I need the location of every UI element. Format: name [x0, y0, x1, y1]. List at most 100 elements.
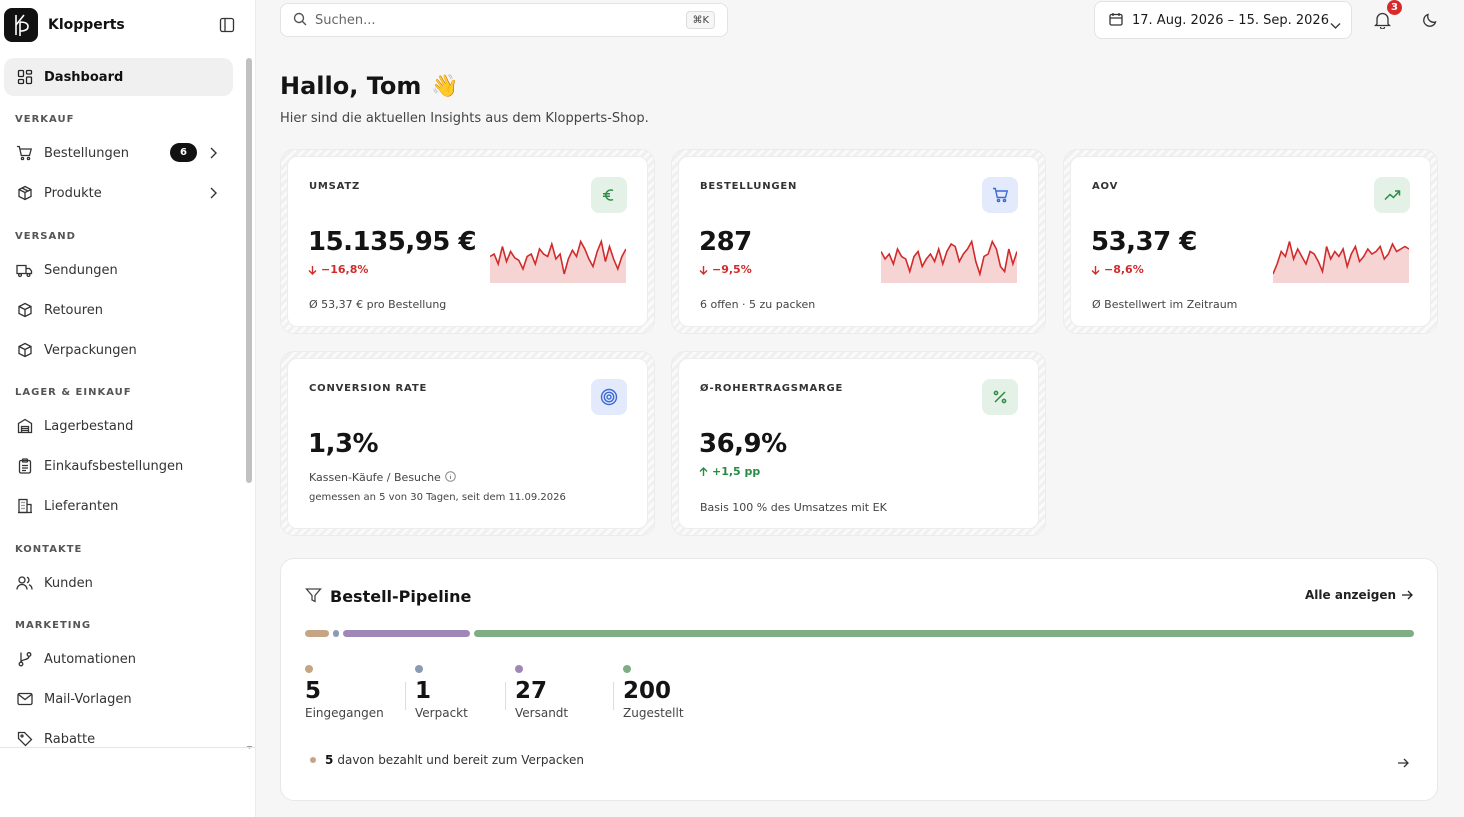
sidebar-scrollbar[interactable] [246, 58, 252, 483]
package-icon [16, 342, 33, 359]
sidebar-item-automations[interactable]: Automationen [4, 640, 233, 678]
kpi-delta-value: −16,8% [321, 263, 369, 276]
trending-up-icon [1374, 177, 1410, 213]
building-icon [16, 498, 33, 515]
pipeline-stage-delivered[interactable]: 200 Zugestellt [623, 665, 684, 720]
target-icon [591, 379, 627, 415]
sidebar-item-mail-templates[interactable]: Mail-Vorlagen [4, 680, 233, 718]
sidebar-item-purchase-orders[interactable]: Einkaufsbestellungen [4, 447, 233, 485]
nav-section-stock: LAGER & EINKAUF [15, 387, 132, 398]
kpi-value: 287 [699, 227, 752, 257]
kpi-note: Ø Bestellwert im Zeitraum [1092, 298, 1238, 311]
date-range-picker[interactable]: 17. Aug. 2026 – 15. Sep. 2026 [1094, 1, 1352, 39]
kpi-title: CONVERSION RATE [309, 383, 428, 394]
chevron-right-icon [207, 187, 219, 199]
kpi-card-aov: AOV 53,37 € −8,6% Ø Bestellwert im Zeitr… [1063, 149, 1438, 334]
date-range-label: 17. Aug. 2026 – 15. Sep. 2026 [1132, 12, 1329, 28]
kpi-delta: −8,6% [1091, 263, 1144, 276]
waving-hand-icon: 👋 [431, 73, 459, 99]
sidebar-item-suppliers[interactable]: Lieferanten [4, 487, 233, 525]
sidebar-item-label: Mail-Vorlagen [44, 691, 132, 707]
sidebar-item-label: Rabatte [44, 731, 96, 747]
cart-icon [982, 177, 1018, 213]
euro-icon [591, 177, 627, 213]
nav-section-marketing: MARKETING [15, 620, 92, 631]
footer-count: 5 [325, 753, 334, 767]
kpi-note: 6 offen · 5 zu packen [700, 298, 816, 311]
sidebar-item-discounts[interactable]: Rabatte [4, 720, 233, 747]
stage-divider [505, 682, 506, 710]
sidebar-item-inventory[interactable]: Lagerbestand [4, 407, 233, 445]
sidebar-item-packaging[interactable]: Verpackungen [4, 331, 233, 369]
dashboard-icon [16, 69, 33, 86]
kpi-title: AOV [1092, 181, 1119, 192]
stage-count: 1 [415, 678, 432, 704]
clipboard-icon [16, 458, 33, 475]
kpi-delta-value: −8,6% [1104, 263, 1144, 276]
kpi-note: Basis 100 % des Umsatzes mit EK [700, 501, 887, 514]
pipeline-segment [333, 630, 339, 637]
brand[interactable]: Klopperts [4, 8, 125, 42]
sidebar-item-shipments[interactable]: Sendungen [4, 251, 233, 289]
stage-label: Verpackt [415, 706, 468, 720]
sidebar-item-label: Dashboard [44, 69, 124, 85]
warehouse-icon [16, 418, 33, 435]
kpi-value: 53,37 € [1091, 227, 1197, 257]
stage-dot [305, 665, 313, 673]
page-title: Hallo, Tom 👋 [280, 72, 459, 100]
greeting-text: Hallo, Tom [280, 72, 422, 100]
pipeline-progress-bar [305, 630, 1414, 637]
nav-section-shipping: VERSAND [15, 231, 76, 242]
sidebar: Klopperts Dashboard VERKAUF Bestellungen… [0, 0, 256, 817]
pipeline-stage-received[interactable]: 5 Eingegangen [305, 665, 384, 720]
kpi-note: Ø 53,37 € pro Bestellung [309, 298, 447, 311]
stage-count: 27 [515, 678, 548, 704]
show-all-label: Alle anzeigen [1305, 588, 1396, 602]
nav-section-contacts: KONTAKTE [15, 544, 83, 555]
dark-mode-moon-icon[interactable] [1419, 9, 1441, 31]
calendar-icon [1109, 11, 1123, 30]
stage-dot [623, 665, 631, 673]
sidebar-item-products[interactable]: Produkte [4, 174, 233, 212]
pipeline-title: Bestell-Pipeline [330, 587, 472, 606]
brand-name: Klopperts [48, 17, 125, 33]
arrow-right-icon[interactable] [1397, 753, 1409, 772]
stage-divider [613, 682, 614, 710]
funnel-icon [305, 587, 323, 605]
revenue-sparkline [490, 238, 626, 283]
sidebar-item-label: Bestellungen [44, 145, 129, 161]
kpi-note-detail: gemessen an 5 von 30 Tagen, seit dem 11.… [309, 492, 566, 503]
pipeline-stage-shipped[interactable]: 27 Versandt [515, 665, 568, 720]
sparkline-area [881, 241, 1017, 283]
kpi-title: BESTELLUNGEN [700, 181, 798, 192]
kpi-note: Kassen-Käufe / Besuche [309, 471, 456, 484]
sidebar-item-customers[interactable]: Kunden [4, 564, 233, 602]
search-bar[interactable]: ⌘K [280, 3, 728, 37]
stage-label: Versandt [515, 706, 569, 720]
kpi-note-text: Kassen-Käufe / Besuche [309, 471, 441, 484]
chevron-down-icon [1330, 15, 1341, 34]
sidebar-item-label: Produkte [44, 185, 102, 201]
sidebar-item-returns[interactable]: Retouren [4, 291, 233, 329]
sidebar-item-dashboard[interactable]: Dashboard [4, 58, 233, 96]
sidebar-item-label: Lieferanten [44, 498, 119, 514]
sidebar-item-orders[interactable]: Bestellungen 6 [4, 134, 233, 172]
stage-count: 200 [623, 678, 672, 704]
arrow-right-icon [1402, 590, 1413, 600]
tag-icon [16, 731, 33, 748]
search-input[interactable] [315, 12, 655, 28]
kpi-card-revenue: UMSATZ 15.135,95 € −16,8% Ø 53,37 € pro … [280, 149, 655, 334]
scroll-down-arrow-icon[interactable] [245, 737, 254, 749]
pipeline-stage-packed[interactable]: 1 Verpackt [415, 665, 468, 720]
sidebar-divider [0, 747, 256, 748]
kpi-card-orders: BESTELLUNGEN 287 −9,5% 6 offen · 5 zu pa… [671, 149, 1046, 334]
pipeline-footer[interactable]: 5 davon bezahlt und bereit zum Verpacken [310, 753, 584, 767]
stage-label: Eingegangen [305, 706, 384, 720]
info-icon[interactable] [445, 471, 456, 482]
sidebar-item-label: Einkaufsbestellungen [44, 458, 184, 474]
kpi-delta-value: −9,5% [712, 263, 752, 276]
show-all-link[interactable]: Alle anzeigen [1305, 588, 1413, 602]
order-pipeline-card: Bestell-Pipeline Alle anzeigen 5 Eingega… [280, 558, 1438, 801]
sidebar-toggle-icon[interactable] [216, 14, 238, 36]
notifications-bell-icon[interactable] [1370, 8, 1394, 32]
